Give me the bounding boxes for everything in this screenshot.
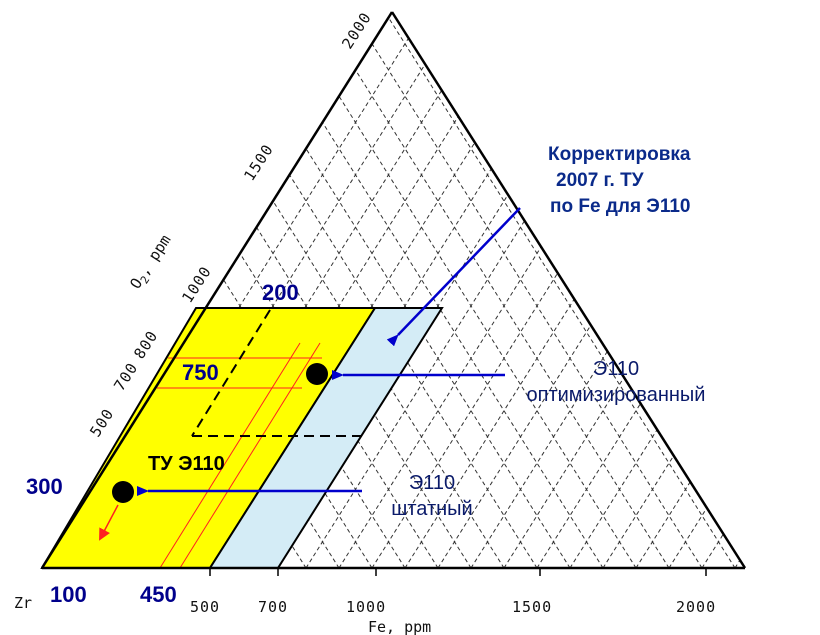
spec-region-label: ТУ Э110 xyxy=(148,453,225,475)
fe-value-450: 450 xyxy=(140,582,177,607)
optimized-point xyxy=(306,363,328,385)
fe-tick-1000: 1000 xyxy=(346,598,386,616)
standard-line-2: штатный xyxy=(391,498,473,520)
standard-line-1: Э110 xyxy=(408,472,456,494)
grid-line-rising xyxy=(602,12,745,568)
fe-value-200: 200 xyxy=(262,280,299,305)
triangle-frame xyxy=(40,11,747,569)
grid-line-rising xyxy=(74,12,454,568)
correction-line-2: 2007 г. ТУ xyxy=(556,170,644,191)
grid-line-rising xyxy=(305,12,685,568)
grid-line-rising xyxy=(734,12,745,568)
fe-tick-1500: 1500 xyxy=(512,598,552,616)
grid-line-falling xyxy=(620,12,745,568)
o2-value-300: 300 xyxy=(26,474,63,499)
grid-line-falling xyxy=(719,12,745,568)
o2-tick-700: 700 xyxy=(110,359,141,394)
grid-line-rising xyxy=(503,12,745,568)
correction-note: Корректировка 2007 г. ТУ по Fe для Э110 xyxy=(548,142,690,220)
grid-line-rising xyxy=(569,12,745,568)
standard-note: Э110 штатный xyxy=(372,470,492,522)
fe-axis-title: Fe, ppm xyxy=(368,618,431,635)
grid-line-rising xyxy=(437,12,745,568)
grid-line-rising xyxy=(801,0,820,568)
grid-line-falling xyxy=(455,12,745,568)
optimized-line-2: оптимизированный xyxy=(526,384,706,406)
fe-axis-ticks xyxy=(209,568,707,576)
grid-line-falling xyxy=(686,12,745,568)
o2-tick-800: 800 xyxy=(130,327,161,362)
grid-line-rising xyxy=(768,0,820,568)
grid-line-falling xyxy=(554,12,745,568)
optimized-line-1: Э110 xyxy=(592,358,640,380)
o2-axis-title: O2, ppm xyxy=(126,231,177,293)
fe-value-100: 100 xyxy=(50,582,87,607)
o2-tick-500: 500 xyxy=(86,405,117,440)
correction-line-3: по Fe для Э110 xyxy=(550,196,691,217)
optimized-note: Э110 оптимизированный xyxy=(496,356,736,408)
grid-line-falling xyxy=(753,0,820,568)
o2-value-750: 750 xyxy=(182,360,219,385)
grid-line-rising xyxy=(701,12,745,568)
grid-line-rising xyxy=(107,12,487,568)
zr-corner-label: Zr xyxy=(14,594,32,612)
fe-tick-500: 500 xyxy=(190,598,220,616)
grid-line-rising xyxy=(635,12,745,568)
red-guide-lines xyxy=(157,342,322,569)
o2-tick-1500: 1500 xyxy=(240,141,277,184)
correction-arrow xyxy=(386,207,521,347)
grid-line-rising xyxy=(470,12,745,568)
fe-tick-700: 700 xyxy=(258,598,288,616)
grid-line-falling xyxy=(488,12,745,568)
grid-line-rising xyxy=(536,12,745,568)
red-direction-arrow xyxy=(99,504,119,541)
correction-line-1: Корректировка xyxy=(548,144,691,165)
grid-line-falling xyxy=(653,12,745,568)
standard-point xyxy=(112,481,134,503)
optimized-region-outline xyxy=(191,309,362,437)
grid-line-falling xyxy=(356,12,736,568)
grid-line-falling xyxy=(323,12,703,568)
fe-tick-2000: 2000 xyxy=(676,598,716,616)
grid-line-falling xyxy=(521,12,745,568)
